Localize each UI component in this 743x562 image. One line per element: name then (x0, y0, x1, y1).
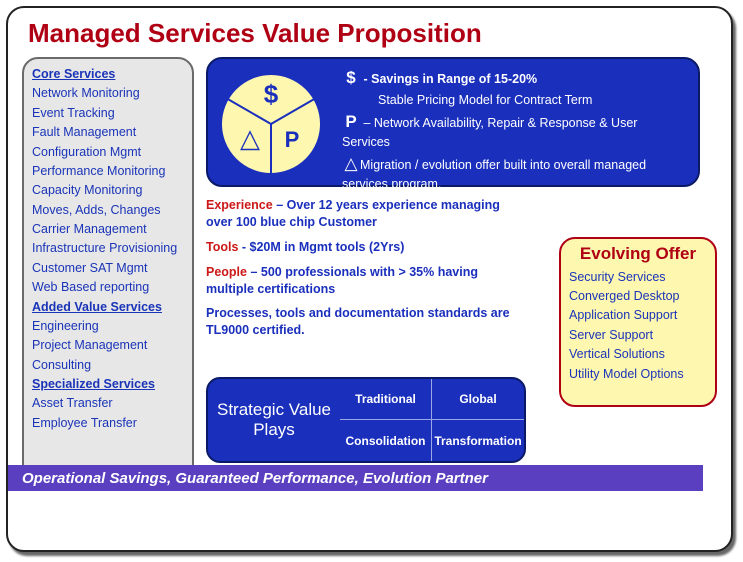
list-item: Capacity Monitoring (32, 181, 186, 200)
experience-block: Experience – Over 12 years experience ma… (206, 197, 526, 347)
list-item: Customer SAT Mgmt (32, 259, 186, 278)
strategic-value-plays-panel: Strategic Value Plays Traditional Global… (206, 377, 526, 463)
experience-label: Experience (206, 198, 273, 212)
legend-line: – Network Availability, Repair & Respons… (342, 116, 637, 149)
list-item: Event Tracking (32, 104, 186, 123)
evolving-header: Evolving Offer (569, 245, 707, 264)
legend-line: Migration / evolution offer built into o… (342, 158, 646, 191)
list-item: Fault Management (32, 123, 186, 142)
list-item: Asset Transfer (32, 394, 186, 413)
list-item: Engineering (32, 317, 186, 336)
list-item: Employee Transfer (32, 414, 186, 433)
footer-bar: Operational Savings, Guaranteed Performa… (8, 465, 703, 491)
pie-label-p: P (285, 127, 300, 152)
tools-label: Tools (206, 240, 238, 254)
list-item: Application Support (569, 306, 707, 325)
added-value-header: Added Value Services (32, 298, 186, 317)
list-item: Project Management (32, 336, 186, 355)
slide-frame: Managed Services Value Proposition Core … (6, 6, 733, 552)
svp-cell: Transformation (432, 420, 524, 461)
legend-text: $ - Savings in Range of 15-20% Stable Pr… (342, 67, 688, 192)
tools-text: - $20M in Mgmt tools (2Yrs) (238, 240, 404, 254)
list-item: Server Support (569, 326, 707, 345)
svp-cell: Traditional (340, 379, 432, 420)
svp-grid: Traditional Global Consolidation Transfo… (340, 379, 524, 461)
list-item: Moves, Adds, Changes (32, 201, 186, 220)
pie-label-triangle: △ (240, 123, 260, 153)
people-text: – 500 professionals with > 35% having mu… (206, 265, 478, 296)
core-services-panel: Core Services Network Monitoring Event T… (22, 57, 194, 483)
svp-title: Strategic Value Plays (208, 379, 340, 461)
svp-cell: Global (432, 379, 524, 420)
list-item: Converged Desktop (569, 287, 707, 306)
specialized-header: Specialized Services (32, 375, 186, 394)
pie-label-dollar: $ (264, 79, 279, 109)
legend-line: - Savings in Range of 15-20% (360, 72, 537, 86)
core-services-header: Core Services (32, 65, 186, 84)
list-item: Security Services (569, 268, 707, 287)
list-item: Carrier Management (32, 220, 186, 239)
pie-icon: $ △ P (218, 71, 324, 177)
p-symbol: P (342, 111, 360, 134)
list-item: Consulting (32, 356, 186, 375)
list-item: Network Monitoring (32, 84, 186, 103)
page-title: Managed Services Value Proposition (28, 18, 717, 49)
list-item: Vertical Solutions (569, 345, 707, 364)
people-label: People (206, 265, 247, 279)
dollar-symbol: $ (342, 67, 360, 90)
processes-text: Processes, tools and documentation stand… (206, 305, 526, 339)
list-item: Infrastructure Provisioning (32, 239, 186, 258)
svp-cell: Consolidation (340, 420, 432, 461)
list-item: Web Based reporting (32, 278, 186, 297)
evolving-offer-panel: Evolving Offer Security Services Converg… (559, 237, 717, 407)
list-item: Performance Monitoring (32, 162, 186, 181)
list-item: Configuration Mgmt (32, 143, 186, 162)
list-item: Utility Model Options (569, 365, 707, 384)
triangle-symbol: △ (342, 153, 360, 176)
legend-line: Stable Pricing Model for Contract Term (378, 92, 688, 109)
content-area: Core Services Network Monitoring Event T… (22, 57, 717, 497)
value-legend-panel: $ △ P $ - Savings in Range of 15-20% Sta… (206, 57, 700, 187)
